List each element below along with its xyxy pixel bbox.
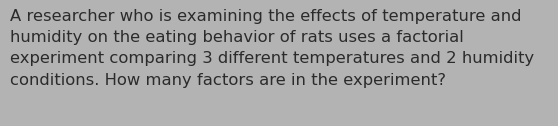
- Text: A researcher who is examining the effects of temperature and
humidity on the eat: A researcher who is examining the effect…: [10, 9, 535, 88]
